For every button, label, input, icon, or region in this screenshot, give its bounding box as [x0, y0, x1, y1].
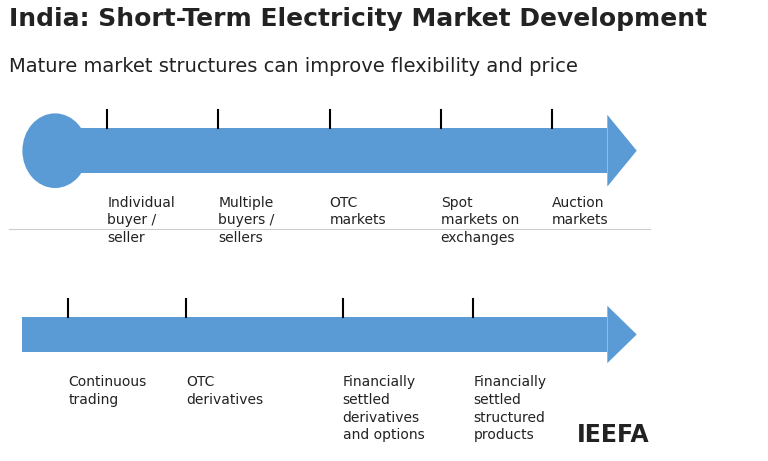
Text: India: Short-Term Electricity Market Development: India: Short-Term Electricity Market Dev… — [9, 7, 707, 31]
Text: Financially
settled
structured
products: Financially settled structured products — [473, 375, 547, 443]
Bar — [22, 317, 607, 352]
Text: OTC
markets: OTC markets — [329, 195, 386, 227]
Text: Auction
markets: Auction markets — [551, 195, 608, 227]
Text: Spot
markets on
exchanges: Spot markets on exchanges — [441, 195, 519, 245]
Text: OTC
derivatives: OTC derivatives — [186, 375, 263, 407]
Text: Continuous
trading: Continuous trading — [68, 375, 147, 407]
Text: Financially
settled
derivatives
and options: Financially settled derivatives and opti… — [343, 375, 425, 443]
Bar — [55, 128, 607, 173]
Text: Individual
buyer /
seller: Individual buyer / seller — [108, 195, 175, 245]
Ellipse shape — [22, 113, 88, 188]
Polygon shape — [607, 306, 637, 363]
Text: Mature market structures can improve flexibility and price: Mature market structures can improve fle… — [9, 57, 578, 76]
Polygon shape — [607, 115, 637, 187]
Text: Multiple
buyers /
sellers: Multiple buyers / sellers — [218, 195, 275, 245]
Text: IEEFA: IEEFA — [578, 423, 650, 447]
